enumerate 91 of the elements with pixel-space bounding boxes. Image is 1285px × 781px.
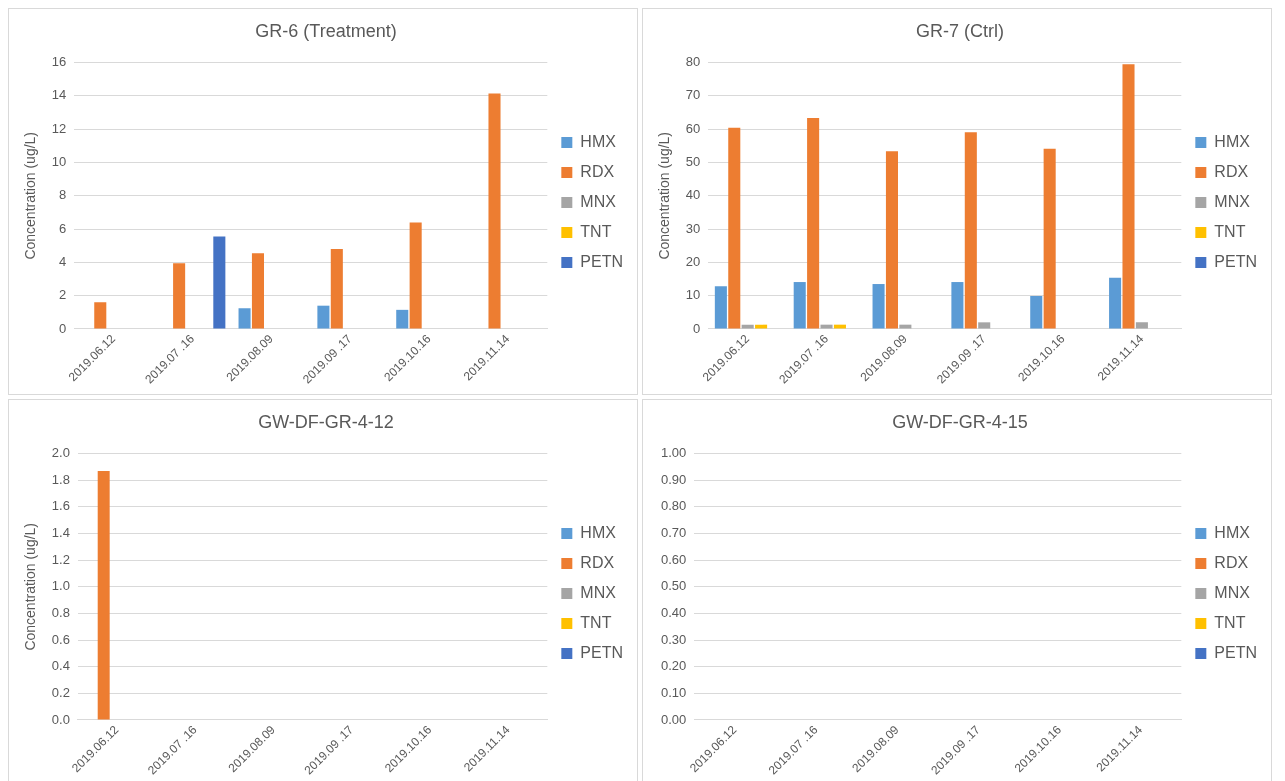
y-tick-label: 0.90 [660, 471, 687, 487]
y-tick-label: 80 [685, 54, 701, 70]
y-tick-label: 0.2 [51, 684, 70, 700]
bar [978, 322, 991, 329]
y-tick-label: 0.4 [51, 658, 70, 674]
legend-label: MNX [580, 192, 617, 210]
legend-label: HMX [1214, 132, 1251, 150]
y-tick-label: 0.70 [660, 525, 687, 541]
y-tick-label: 30 [685, 220, 701, 236]
legend-label: PETN [580, 252, 623, 270]
y-tick-label: 0.8 [51, 605, 70, 621]
bar [213, 236, 226, 329]
y-tick-label: 2.0 [51, 445, 70, 461]
legend-label: TNT [1214, 222, 1246, 240]
bar [1043, 148, 1056, 329]
y-tick-label: 1.0 [51, 578, 70, 594]
y-tick-label: 6 [59, 220, 67, 236]
bar [714, 286, 727, 329]
bar [488, 93, 501, 329]
y-tick-label: 0 [693, 320, 701, 336]
chart-title: GR-6 (Treatment) [255, 20, 397, 41]
legend-label: RDX [580, 553, 615, 571]
y-tick-label: 1.2 [51, 551, 70, 567]
y-tick-label: 1.8 [51, 471, 70, 487]
legend-label: RDX [580, 162, 615, 180]
y-tick-label: 0.50 [660, 578, 687, 594]
bar [173, 263, 186, 329]
bar [317, 305, 330, 329]
bar [396, 309, 409, 329]
legend-label: PETN [1214, 643, 1257, 661]
y-tick-label: 4 [59, 253, 67, 269]
y-tick-label: 0.20 [660, 658, 687, 674]
y-tick-label: 10 [51, 154, 67, 170]
bar [94, 302, 107, 329]
bar [872, 284, 885, 329]
y-axis-title: Concentration (ug/L) [22, 522, 39, 651]
legend-label: TNT [1214, 613, 1246, 631]
y-tick-label: 12 [51, 120, 67, 136]
legend-label: TNT [580, 222, 612, 240]
y-tick-label: 70 [685, 87, 701, 103]
y-tick-label: 0.0 [51, 711, 70, 727]
legend-label: MNX [580, 583, 617, 601]
bar [1109, 277, 1122, 329]
legend-label: HMX [580, 523, 617, 541]
bar [807, 117, 820, 329]
bar [1135, 322, 1148, 329]
legend-label: TNT [580, 613, 612, 631]
y-tick-label: 40 [685, 187, 701, 203]
y-tick-label: 0 [59, 320, 67, 336]
y-tick-label: 0.00 [660, 711, 687, 727]
legend-label: RDX [1214, 162, 1249, 180]
y-tick-label: 16 [51, 54, 67, 70]
y-tick-label: 0.40 [660, 605, 687, 621]
legend-label: PETN [1214, 252, 1257, 270]
y-tick-label: 20 [685, 253, 701, 269]
y-tick-label: 0.30 [660, 631, 687, 647]
legend-label: MNX [1214, 192, 1251, 210]
chart-title: GR-7 (Ctrl) [916, 20, 1004, 41]
y-axis-title: Concentration (ug/L) [22, 131, 39, 260]
legend-label: HMX [1214, 523, 1251, 541]
bar [330, 249, 343, 329]
y-tick-label: 2 [59, 287, 67, 303]
bar [1030, 296, 1043, 329]
bar [793, 282, 806, 329]
legend-label: RDX [1214, 553, 1249, 571]
bar [885, 151, 898, 329]
y-tick-label: 10 [685, 287, 701, 303]
y-tick-label: 1.6 [51, 498, 70, 514]
y-tick-label: 0.60 [660, 551, 687, 567]
legend-label: MNX [1214, 583, 1251, 601]
bar [728, 127, 741, 329]
bar [251, 253, 264, 329]
legend-label: PETN [580, 643, 623, 661]
y-tick-label: 1.4 [51, 525, 70, 541]
chart-title: GW-DF-GR-4-12 [258, 411, 394, 432]
y-tick-label: 0.10 [660, 684, 687, 700]
bar [1122, 64, 1135, 329]
y-axis-title: Concentration (ug/L) [656, 131, 673, 260]
y-tick-label: 14 [51, 87, 67, 103]
bar [951, 282, 964, 329]
y-tick-label: 0.6 [51, 631, 70, 647]
y-tick-label: 1.00 [660, 445, 687, 461]
legend-label: HMX [580, 132, 617, 150]
y-tick-label: 8 [59, 187, 67, 203]
bar [964, 132, 977, 329]
y-tick-label: 50 [685, 154, 701, 170]
y-tick-label: 0.80 [660, 498, 687, 514]
bar [238, 308, 251, 329]
chart-title: GW-DF-GR-4-15 [892, 411, 1028, 432]
bar [409, 222, 422, 329]
y-tick-label: 60 [685, 120, 701, 136]
